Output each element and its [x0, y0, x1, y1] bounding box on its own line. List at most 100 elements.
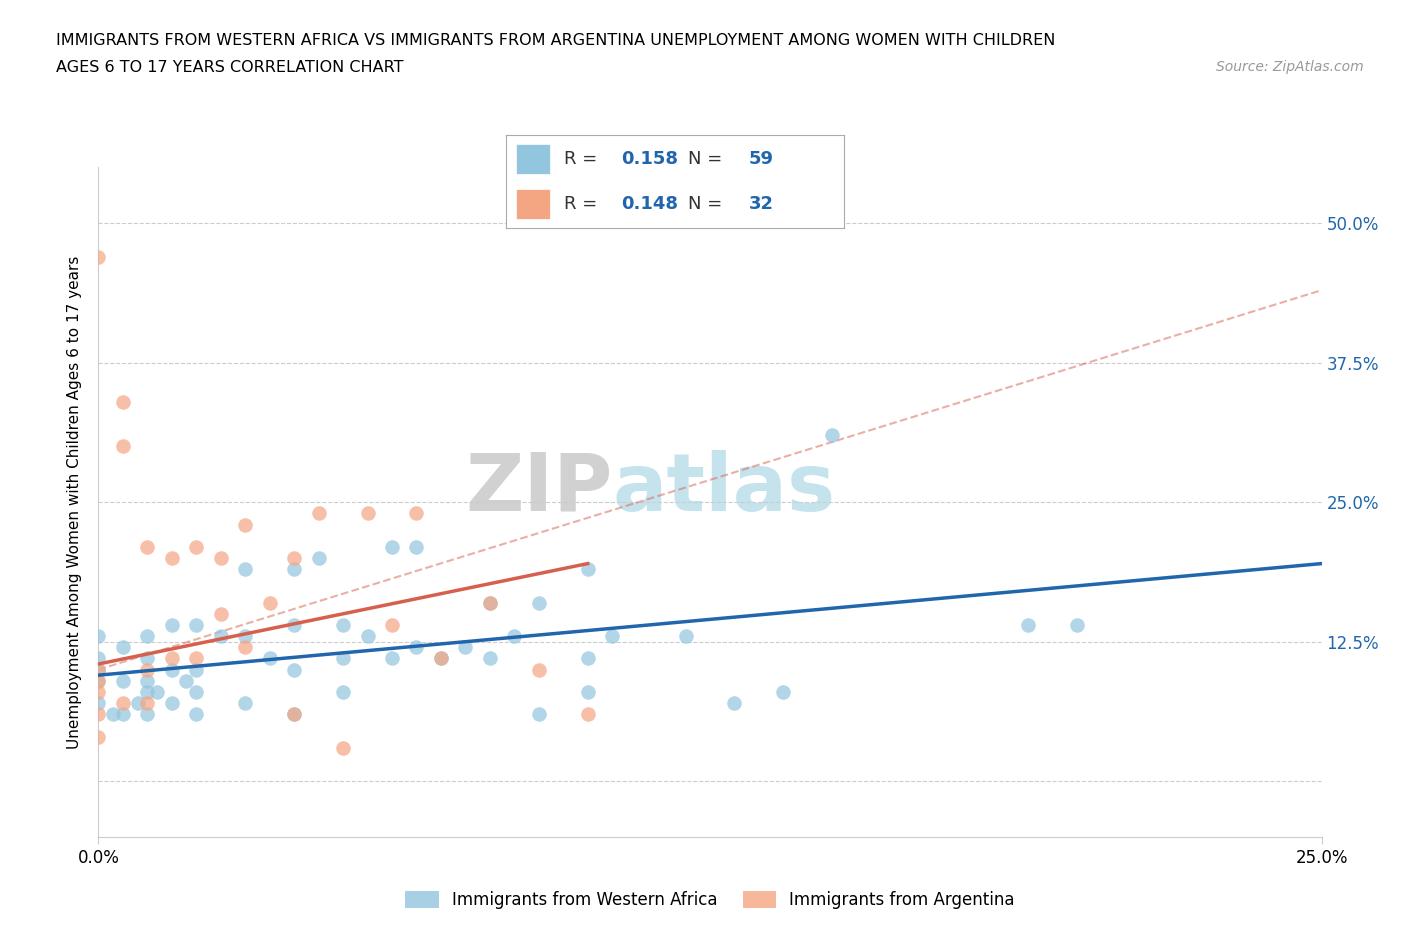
Point [87, 684, 110, 699]
Text: 0.158: 0.158 [621, 150, 678, 168]
Point [381, 618, 404, 632]
Point [283, 707, 305, 722]
Point [527, 662, 550, 677]
Point [576, 651, 599, 666]
Point [478, 651, 501, 666]
Point [87, 662, 110, 677]
Point [101, 707, 124, 722]
Point [160, 662, 183, 677]
Text: N =: N = [689, 194, 728, 213]
Point [87, 651, 110, 666]
Point [87, 696, 110, 711]
Point [87, 729, 110, 744]
Point [405, 640, 427, 655]
Point [111, 707, 134, 722]
Point [821, 428, 844, 443]
Point [283, 551, 305, 565]
Point [1017, 618, 1039, 632]
Point [576, 707, 599, 722]
Point [233, 696, 256, 711]
Point [136, 673, 159, 688]
Point [233, 562, 256, 577]
Bar [516, 189, 550, 219]
Point [478, 595, 501, 610]
Point [259, 595, 281, 610]
Point [332, 740, 354, 755]
Point [527, 707, 550, 722]
Text: ZIP: ZIP [465, 450, 612, 528]
Point [576, 684, 599, 699]
Point [233, 517, 256, 532]
Point [259, 651, 281, 666]
Point [136, 707, 159, 722]
Point [576, 562, 599, 577]
Point [209, 629, 232, 644]
Point [405, 506, 427, 521]
Text: 59: 59 [749, 150, 775, 168]
Point [87, 707, 110, 722]
Point [675, 629, 697, 644]
Text: R =: R = [564, 150, 603, 168]
Legend: Immigrants from Western Africa, Immigrants from Argentina: Immigrants from Western Africa, Immigran… [399, 884, 1021, 916]
Point [111, 439, 134, 454]
Text: IMMIGRANTS FROM WESTERN AFRICA VS IMMIGRANTS FROM ARGENTINA UNEMPLOYMENT AMONG W: IMMIGRANTS FROM WESTERN AFRICA VS IMMIGR… [56, 33, 1056, 47]
Point [283, 618, 305, 632]
Point [332, 684, 354, 699]
Point [356, 629, 378, 644]
Point [503, 629, 526, 644]
Point [186, 707, 208, 722]
Point [600, 629, 623, 644]
Y-axis label: Unemployment Among Women with Children Ages 6 to 17 years: Unemployment Among Women with Children A… [67, 256, 83, 749]
Point [772, 684, 794, 699]
Point [87, 249, 110, 264]
Point [111, 640, 134, 655]
Point [136, 662, 159, 677]
Point [160, 651, 183, 666]
Point [136, 629, 159, 644]
Point [186, 651, 208, 666]
Point [527, 595, 550, 610]
Point [160, 618, 183, 632]
Point [356, 506, 378, 521]
Text: 0.148: 0.148 [621, 194, 678, 213]
Point [146, 684, 169, 699]
Point [186, 662, 208, 677]
Point [723, 696, 745, 711]
Point [87, 673, 110, 688]
Point [160, 551, 183, 565]
Point [176, 673, 198, 688]
Point [283, 662, 305, 677]
Text: AGES 6 TO 17 YEARS CORRELATION CHART: AGES 6 TO 17 YEARS CORRELATION CHART [56, 60, 404, 75]
Point [136, 651, 159, 666]
Point [160, 696, 183, 711]
Point [87, 662, 110, 677]
Point [186, 684, 208, 699]
Point [454, 640, 477, 655]
Point [186, 618, 208, 632]
Point [127, 696, 149, 711]
Point [332, 618, 354, 632]
Point [87, 673, 110, 688]
Point [430, 651, 453, 666]
Point [283, 707, 305, 722]
Text: N =: N = [689, 150, 728, 168]
Point [87, 629, 110, 644]
Text: atlas: atlas [612, 450, 835, 528]
Point [186, 539, 208, 554]
Point [308, 506, 330, 521]
Point [111, 673, 134, 688]
Point [209, 551, 232, 565]
Point [430, 651, 453, 666]
Point [308, 551, 330, 565]
Point [1066, 618, 1088, 632]
Point [405, 539, 427, 554]
Text: Source: ZipAtlas.com: Source: ZipAtlas.com [1216, 60, 1364, 74]
Point [136, 684, 159, 699]
Point [283, 562, 305, 577]
Text: R =: R = [564, 194, 603, 213]
Bar [516, 144, 550, 174]
Point [381, 539, 404, 554]
Point [136, 696, 159, 711]
Point [381, 651, 404, 666]
Point [478, 595, 501, 610]
